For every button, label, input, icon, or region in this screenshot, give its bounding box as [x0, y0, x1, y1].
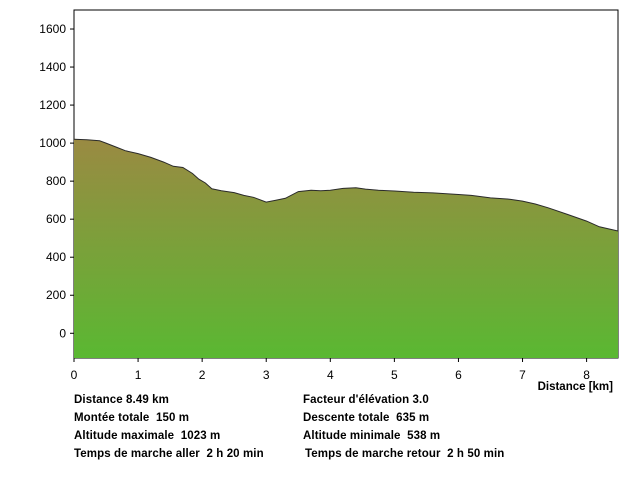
y-tick-label: 1600: [39, 22, 66, 36]
y-tick-label: 200: [46, 288, 66, 302]
x-tick-label: 4: [327, 368, 334, 382]
y-tick-label: 1400: [39, 60, 66, 74]
y-tick-label: 600: [46, 212, 66, 226]
elevation-area: [74, 139, 618, 358]
x-tick-label: 7: [519, 368, 526, 382]
x-tick-label: 5: [391, 368, 398, 382]
y-tick-label: 800: [46, 174, 66, 188]
x-tick-label: 6: [455, 368, 462, 382]
y-tick-label: 1200: [39, 98, 66, 112]
elevation-line: [73, 138, 619, 232]
y-tick-label: 1000: [39, 136, 66, 150]
y-tick-label: 0: [59, 326, 66, 340]
x-tick-label: 0: [71, 368, 78, 382]
x-tick-label: 8: [583, 368, 590, 382]
x-axis-label: Distance [km]: [538, 381, 614, 393]
x-tick-label: 2: [199, 368, 206, 382]
y-tick-label: 400: [46, 250, 66, 264]
x-tick-label: 3: [263, 368, 270, 382]
x-tick-label: 1: [135, 368, 142, 382]
